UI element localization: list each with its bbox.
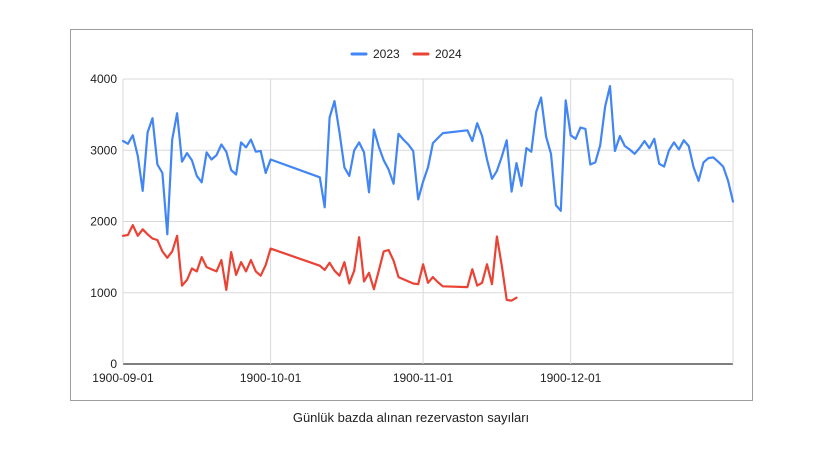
axes: 0 1000 2000 3000 4000 1900-09-01 1900-10-01 190… bbox=[90, 72, 601, 385]
series-line-2024 bbox=[121, 224, 518, 302]
x-tick-label: 1900-09-01 bbox=[92, 371, 154, 385]
series-line-2023 bbox=[121, 84, 735, 236]
grid bbox=[122, 78, 734, 365]
y-tick-label: 2000 bbox=[90, 215, 117, 229]
series-lines bbox=[121, 84, 735, 302]
x-tick-label: 1900-10-01 bbox=[240, 371, 302, 385]
y-tick-label: 4000 bbox=[90, 72, 117, 86]
legend-label: 2023 bbox=[373, 47, 400, 61]
legend-item-2024[interactable]: 2024 bbox=[412, 47, 462, 61]
line-chart: 0 1000 2000 3000 4000 1900-09-01 1900-10-01 190… bbox=[90, 47, 735, 385]
y-tick-label: 1000 bbox=[90, 286, 117, 300]
legend-item-2023[interactable]: 2023 bbox=[350, 47, 400, 61]
y-tick-label: 3000 bbox=[90, 143, 117, 157]
x-tick-label: 1900-11-01 bbox=[393, 371, 454, 385]
chart-frame: 0 1000 2000 3000 4000 1900-09-01 1900-10-01 190… bbox=[70, 29, 753, 401]
x-tick-label: 1900-12-01 bbox=[540, 371, 602, 385]
y-tick-label: 0 bbox=[110, 357, 117, 371]
chart-caption: Günlük bazda alınan rezervaston sayıları bbox=[292, 410, 530, 425]
legend[interactable]: 2023 2024 bbox=[350, 47, 462, 61]
legend-label: 2024 bbox=[435, 47, 462, 61]
